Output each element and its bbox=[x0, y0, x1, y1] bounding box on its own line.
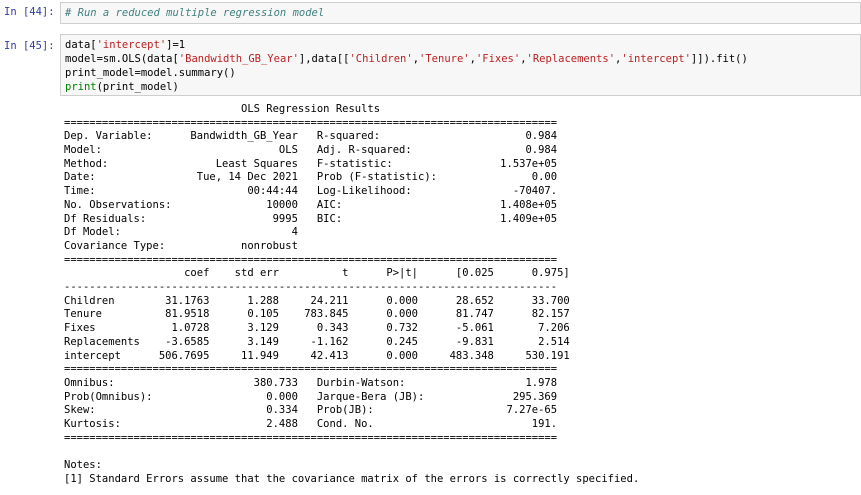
code-input-area[interactable]: data['intercept']=1 model=sm.OLS(data['B… bbox=[60, 34, 861, 96]
notebook-cell-44[interactable]: In [44]: # Run a reduced multiple regres… bbox=[0, 2, 861, 24]
diagnostic-line: Kurtosis: 2.488 Cond. No. 191. bbox=[64, 418, 558, 431]
cell-output: OLS Regression Results =================… bbox=[64, 103, 854, 493]
code-line-4: print(print_model) bbox=[65, 81, 179, 93]
code-comment: # Run a reduced multiple regression mode… bbox=[65, 7, 325, 19]
code-input-area[interactable]: # Run a reduced multiple regression mode… bbox=[60, 2, 861, 24]
code-line-2: model=sm.OLS(data['Bandwidth_GB_Year'],d… bbox=[65, 53, 748, 65]
separator: ========================================… bbox=[64, 431, 558, 444]
summary-title: OLS Regression Results bbox=[64, 103, 558, 115]
model-info-line: Date: Tue, 14 Dec 2021 Prob (F-statistic… bbox=[64, 171, 558, 184]
model-info-line: Df Model: 4 bbox=[64, 226, 558, 239]
table-row: Replacements -3.6585 3.149 -1.162 0.245 … bbox=[64, 335, 570, 348]
model-info-line: Method: Least Squares F-statistic: 1.537… bbox=[64, 157, 558, 170]
model-info-line: Dep. Variable: Bandwidth_GB_Year R-squar… bbox=[64, 130, 558, 143]
model-info-line: Time: 00:44:44 Log-Likelihood: -70407. bbox=[64, 185, 558, 198]
separator: ========================================… bbox=[64, 253, 558, 266]
code-line-1: data['intercept']=1 bbox=[65, 39, 186, 51]
notes-title: Notes: bbox=[64, 459, 102, 472]
cell-prompt: In [44]: bbox=[4, 6, 55, 18]
table-row: Fixes 1.0728 3.129 0.343 0.732 -5.061 7.… bbox=[64, 322, 570, 335]
separator: ========================================… bbox=[64, 363, 558, 376]
table-row: Tenure 81.9518 0.105 783.845 0.000 81.74… bbox=[64, 308, 570, 321]
coef-table-header: coef std err t P>|t| [0.025 0.975] bbox=[64, 267, 570, 280]
cell-prompt: In [45]: bbox=[4, 40, 55, 52]
model-info-line: Covariance Type: nonrobust bbox=[64, 239, 558, 252]
model-info-line: Model: OLS Adj. R-squared: 0.984 bbox=[64, 144, 558, 157]
separator: ========================================… bbox=[64, 116, 558, 129]
model-info-line: Df Residuals: 9995 BIC: 1.409e+05 bbox=[64, 212, 558, 225]
code-line-3: print_model=model.summary() bbox=[65, 67, 236, 79]
separator: ----------------------------------------… bbox=[64, 281, 558, 294]
diagnostic-line: Skew: 0.334 Prob(JB): 7.27e-65 bbox=[64, 404, 558, 417]
table-row: Children 31.1763 1.288 24.211 0.000 28.6… bbox=[64, 294, 570, 307]
diagnostic-line: Prob(Omnibus): 0.000 Jarque-Bera (JB): 2… bbox=[64, 390, 558, 403]
notebook-cell-45[interactable]: In [45]: data['intercept']=1 model=sm.OL… bbox=[0, 34, 861, 96]
diagnostic-line: Omnibus: 380.733 Durbin-Watson: 1.978 bbox=[64, 377, 558, 389]
note-text: [1] Standard Errors assume that the cova… bbox=[64, 472, 640, 485]
model-info-line: No. Observations: 10000 AIC: 1.408e+05 bbox=[64, 198, 558, 211]
table-row: intercept 506.7695 11.949 42.413 0.000 4… bbox=[64, 349, 570, 362]
